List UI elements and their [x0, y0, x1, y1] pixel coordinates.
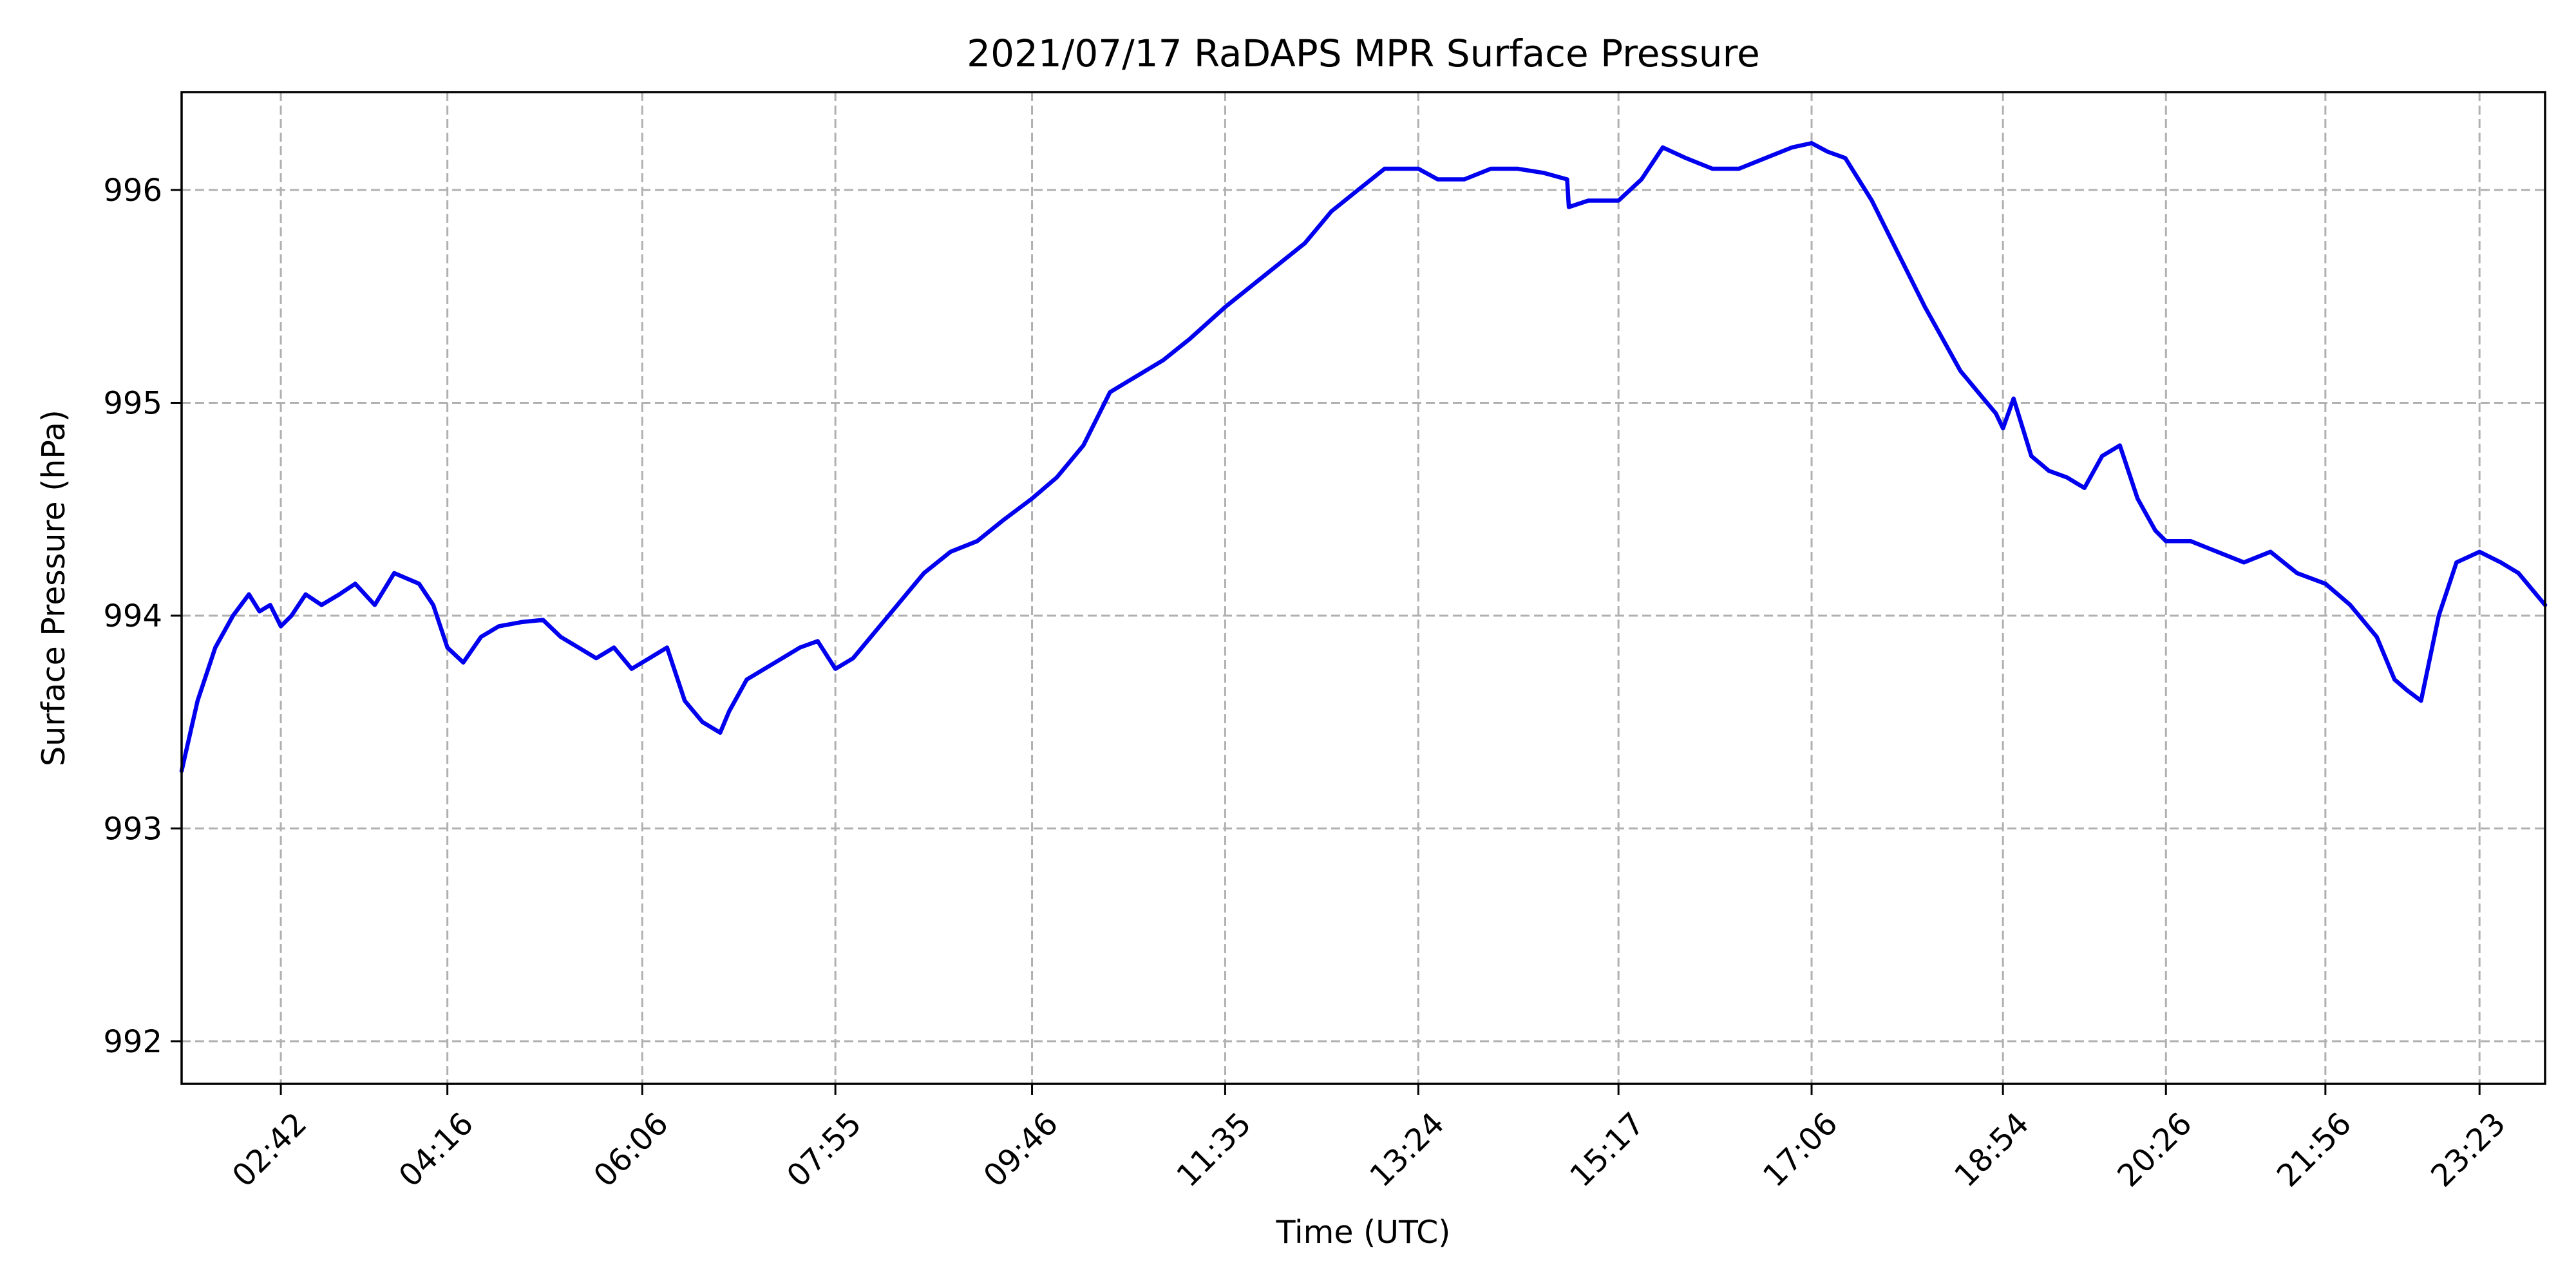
y-tick-label: 995: [103, 385, 162, 421]
y-tick-label: 996: [103, 173, 162, 209]
y-tick-label: 992: [103, 1024, 162, 1060]
plot-frame: [180, 91, 2546, 1085]
y-tick-label: 993: [103, 811, 162, 847]
y-axis-label: Surface Pressure (hPa): [35, 410, 72, 766]
series-layer: [179, 141, 2548, 773]
chart-title: 2021/07/17 RaDAPS MPR Surface Pressure: [967, 32, 1760, 75]
series-line: [179, 141, 2548, 773]
x-axis-label: Time (UTC): [1276, 1214, 1451, 1251]
y-tick-label: 994: [103, 598, 162, 634]
y-axis: 992 993 994 995 996: [103, 173, 182, 1060]
gridlines: [182, 92, 2545, 1084]
